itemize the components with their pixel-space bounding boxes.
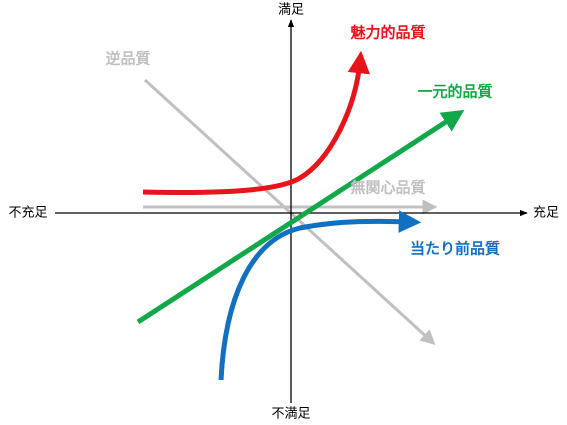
axis-label-bottom: 不満足 xyxy=(271,407,310,422)
must-be-quality-label: 当たり前品質 xyxy=(410,240,500,258)
attractive-quality-label: 魅力的品質 xyxy=(350,24,425,42)
reverse-quality-line xyxy=(143,78,436,346)
axis-label-left: 不充足 xyxy=(8,205,47,221)
axis-label-top: 満足 xyxy=(278,3,304,18)
axis-label-right: 充足 xyxy=(533,205,559,221)
one-dimensional-quality-line xyxy=(136,109,465,325)
one-dimensional-quality-label: 一元的品質 xyxy=(417,83,492,101)
indifferent-quality-label: 無関心品質 xyxy=(350,179,425,197)
attractive-quality-curve xyxy=(142,50,371,195)
must-be-quality-curve xyxy=(218,210,422,381)
reverse-quality-label: 逆品質 xyxy=(105,50,150,68)
